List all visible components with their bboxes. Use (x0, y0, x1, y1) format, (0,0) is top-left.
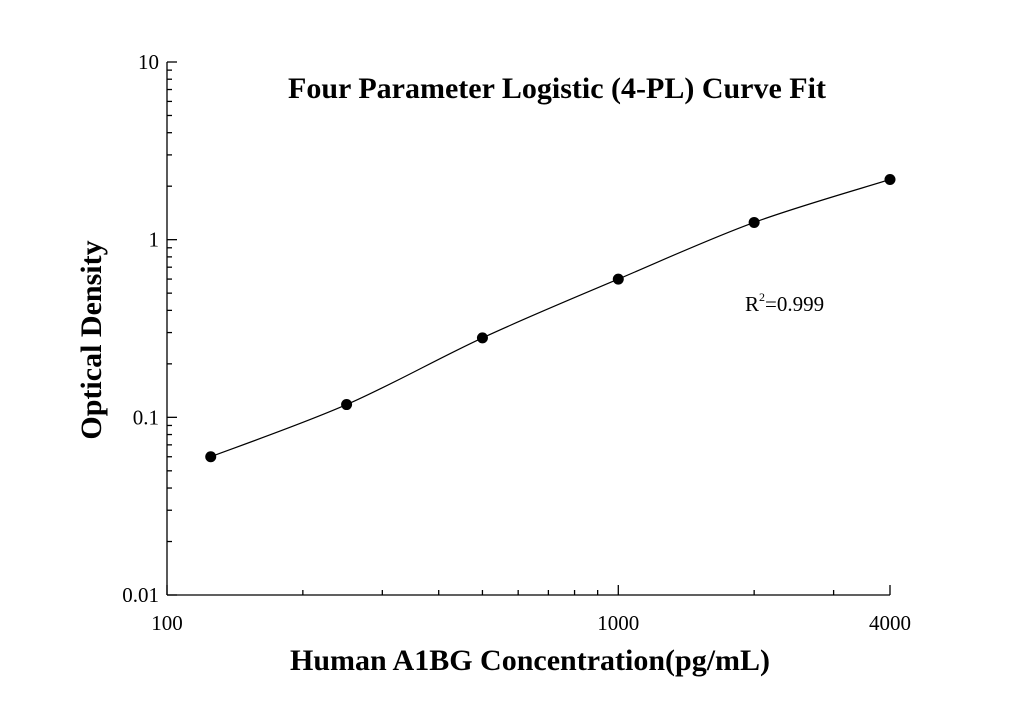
r-squared-symbol: R (745, 292, 759, 316)
x-tick-label: 4000 (869, 611, 911, 635)
chart-title: Four Parameter Logistic (4-PL) Curve Fit (288, 72, 826, 105)
data-point (612, 273, 624, 285)
data-point (884, 174, 896, 186)
y-tick-label: 0.1 (133, 405, 159, 429)
fit-curve (210, 178, 891, 458)
y-axis-label: Optical Density (75, 240, 108, 439)
y-axis-ticks: 0.01 0.1 1 10 (122, 50, 177, 607)
x-tick-label: 100 (151, 611, 183, 635)
data-point (476, 332, 488, 344)
plot-area: 0.01 0.1 1 10 100 1000 4000 (122, 50, 911, 635)
y-tick-label: 10 (138, 50, 159, 74)
data-point (341, 399, 353, 411)
data-points (205, 174, 896, 463)
r-squared-value: =0.999 (765, 292, 824, 316)
data-point (748, 216, 760, 228)
x-axis-label: Human A1BG Concentration(pg/mL) (290, 644, 770, 677)
y-tick-label: 0.01 (122, 583, 159, 607)
r-squared-annotation: R2=0.999 (745, 290, 824, 316)
data-point (205, 451, 217, 463)
x-tick-label: 1000 (597, 611, 639, 635)
y-tick-label: 1 (149, 228, 160, 252)
r-squared-superscript: 2 (759, 290, 765, 304)
x-axis-ticks: 100 1000 4000 (151, 585, 911, 635)
